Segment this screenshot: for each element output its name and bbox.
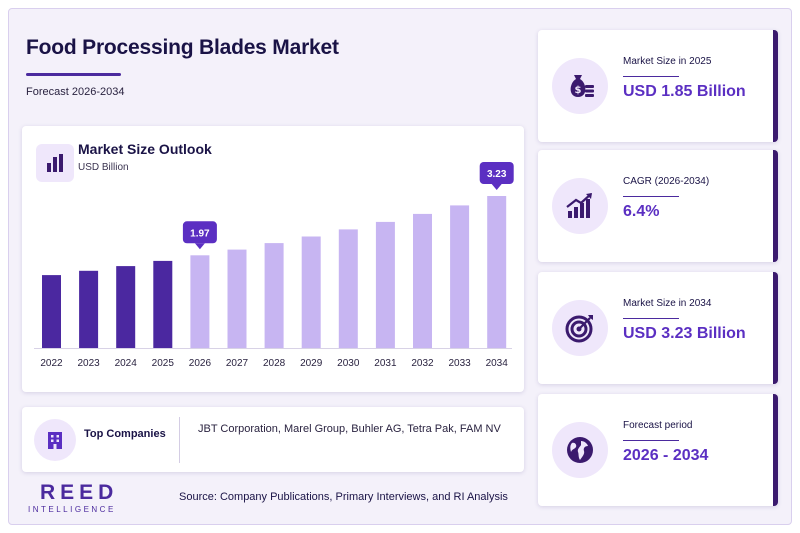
kpi-card-market-size-2034: Market Size in 2034 USD 3.23 Billion: [538, 272, 778, 384]
page-subtitle: Forecast 2026-2034: [26, 86, 125, 98]
kpi-label: Market Size in 2025: [623, 56, 712, 67]
data-label-2034: 3.23: [479, 162, 514, 190]
top-companies-label: Top Companies: [84, 428, 166, 440]
source-note: Source: Company Publications, Primary In…: [179, 491, 508, 503]
data-label-2026: 1.97: [182, 221, 217, 250]
top-companies-list: JBT Corporation, Marel Group, Buhler AG,…: [198, 423, 501, 435]
bar-2029: [301, 236, 321, 348]
tick-label-2034: 2034: [486, 358, 509, 369]
kpi-card-forecast-period: Forecast period 2026 - 2034: [538, 394, 778, 506]
tick-label-2032: 2032: [411, 358, 434, 369]
bar-2031: [375, 221, 395, 348]
bar-2034: [487, 196, 507, 348]
tick-label-2023: 2023: [77, 358, 100, 369]
chart-card: 2022 2023 2024 2025 2026 2027 2028 2029 2030 2031…: [22, 126, 524, 392]
bar-2027: [227, 249, 247, 348]
kpi-rule: [623, 76, 679, 77]
kpi-card-market-size-2025: $ Market Size in 2025 USD 1.85 Billion: [538, 30, 778, 142]
bar-2032: [413, 213, 432, 348]
title-underline: [26, 73, 121, 76]
tick-label-2028: 2028: [263, 358, 286, 369]
bar-2028: [264, 243, 284, 348]
tick-label-2030: 2030: [337, 358, 360, 369]
kpi-rule: [623, 196, 679, 197]
svg-text:3.23: 3.23: [487, 169, 507, 180]
kpi-card-cagr: CAGR (2026-2034) 6.4%: [538, 150, 778, 262]
tick-label-2025: 2025: [152, 358, 175, 369]
tick-label-2033: 2033: [448, 358, 471, 369]
bar-2024: [116, 266, 136, 348]
tick-label-2029: 2029: [300, 358, 323, 369]
kpi-value: 2026 - 2034: [623, 447, 709, 464]
page-title: Food Processing Blades Market: [26, 36, 339, 59]
target-icon: [552, 300, 608, 356]
kpi-value: USD 3.23 Billion: [623, 325, 746, 342]
kpi-value: 6.4%: [623, 203, 660, 220]
logo-tagline: INTELLIGENCE: [28, 505, 116, 514]
kpi-label: CAGR (2026-2034): [623, 176, 710, 187]
bar-2030: [338, 229, 358, 348]
kpi-rule: [623, 318, 679, 319]
tick-label-2031: 2031: [374, 358, 397, 369]
kpi-label: Market Size in 2034: [623, 298, 712, 309]
bar-chart: 2022 2023 2024 2025 2026 2027 2028 2029 2030 2031…: [34, 162, 514, 369]
divider: [179, 417, 180, 463]
chart-unit: USD Billion: [78, 162, 129, 173]
kpi-label: Forecast period: [623, 420, 693, 431]
tick-label-2024: 2024: [115, 358, 138, 369]
kpi-rule: [623, 440, 679, 441]
tick-label-2022: 2022: [40, 358, 63, 369]
logo-wordmark: REED: [40, 481, 119, 504]
bar-2023: [79, 270, 99, 348]
growth-chart-icon: [552, 178, 608, 234]
svg-text:1.97: 1.97: [190, 228, 210, 239]
bar-2025: [153, 260, 173, 348]
globe-icon: [552, 422, 608, 478]
kpi-value: USD 1.85 Billion: [623, 83, 746, 100]
top-companies-card: Top Companies JBT Corporation, Marel Gro…: [22, 407, 524, 472]
tick-label-2026: 2026: [189, 358, 212, 369]
svg-text:$: $: [575, 85, 582, 96]
bar-2026: [190, 255, 210, 348]
building-icon: [34, 419, 76, 461]
bar-2022: [42, 275, 61, 348]
bar-2033: [450, 205, 470, 348]
tick-label-2027: 2027: [226, 358, 249, 369]
chart-title: Market Size Outlook: [78, 141, 212, 157]
money-bag-icon: $: [552, 58, 608, 114]
bar-chart-icon: [36, 144, 74, 182]
